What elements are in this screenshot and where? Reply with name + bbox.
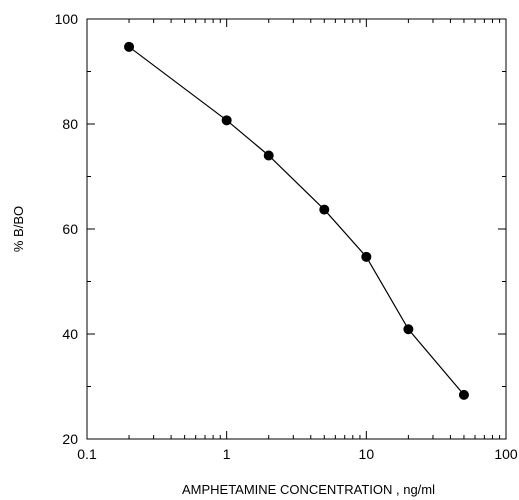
series-line	[128, 46, 465, 396]
y-tick-label: 100	[55, 11, 79, 27]
data-point	[403, 324, 414, 335]
y-tick-label: 60	[62, 221, 78, 237]
plot-frame	[86, 18, 507, 440]
x-axis-title: AMPHETAMINE CONCENTRATION , ng/ml	[182, 482, 435, 497]
data-point	[361, 251, 372, 262]
y-tick-label: 20	[62, 431, 78, 447]
y-tick-label: 80	[62, 116, 78, 132]
tick-labels: 20 40 60 80 100 0.1 1 10 100	[55, 11, 518, 462]
data-point	[319, 204, 330, 215]
x-tick-label: 0.1	[77, 446, 97, 462]
data-point	[263, 150, 274, 161]
data-point	[458, 389, 469, 400]
axis-ticks	[86, 18, 507, 440]
x-tick-label: 1	[223, 446, 231, 462]
y-axis-title: % B/BO	[11, 206, 26, 252]
series-layer	[124, 41, 469, 400]
data-point	[124, 41, 135, 52]
x-tick-label: 100	[494, 446, 518, 462]
data-point	[221, 115, 232, 126]
y-tick-label: 40	[62, 326, 78, 342]
x-tick-label: 10	[359, 446, 375, 462]
